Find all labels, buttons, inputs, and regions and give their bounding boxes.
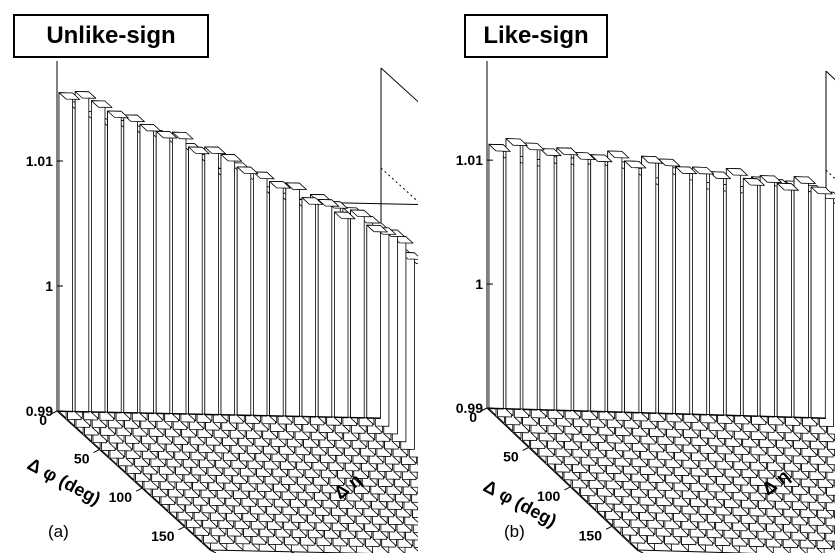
lego-bar (252, 171, 275, 423)
lego-bar (317, 199, 340, 425)
lego-bar (641, 155, 664, 421)
x-tick-label: 50 (503, 448, 519, 464)
panel-label: (b) (504, 522, 525, 541)
x-tick-label: 100 (109, 489, 133, 505)
z-tick-label: 1 (45, 278, 53, 294)
lego-bar (123, 114, 145, 420)
lego-bar (505, 138, 528, 417)
x-tick-label: 150 (151, 528, 175, 544)
lego-bar (691, 166, 715, 422)
lego-bar (74, 91, 97, 419)
lego-bar (269, 180, 291, 424)
lego-bar (759, 175, 782, 424)
x-axis-label: Δ φ (deg) (24, 454, 104, 509)
z-tick-label: 1.01 (26, 153, 53, 169)
chart-title: Unlike-sign (13, 14, 209, 58)
lego-bar (725, 167, 749, 423)
lego-bar (573, 152, 596, 419)
lego-bar (556, 147, 579, 418)
lego-bar (204, 146, 226, 422)
lego-bar (522, 142, 545, 417)
lego-bar (590, 154, 613, 419)
lego-bar (333, 211, 356, 425)
lego-bar (607, 150, 630, 420)
lego-bar (658, 158, 681, 421)
lego-bar (675, 166, 698, 422)
lego-bar (285, 182, 307, 424)
lego-bar (708, 171, 732, 423)
x-tick-label: 0 (469, 409, 477, 425)
lego-bar (810, 186, 833, 426)
lego-bar (236, 166, 259, 423)
lego-bars (488, 138, 835, 553)
lego-bar (155, 130, 178, 421)
lego-bar (776, 182, 799, 425)
lego-bar (624, 160, 647, 420)
lego-bar (301, 197, 324, 424)
x-tick-label: 50 (74, 451, 90, 467)
lego-bar (91, 100, 113, 420)
lego-bar (171, 131, 194, 422)
lego-bar (488, 143, 511, 416)
lego-bar (742, 177, 765, 424)
lego-bar (793, 176, 816, 425)
x-tick-label: 100 (537, 488, 561, 504)
x-tick-label: 150 (579, 527, 603, 543)
lego-bar (350, 209, 372, 425)
lego-bar (220, 154, 243, 423)
lego-bar (539, 148, 562, 418)
lego-bar (58, 92, 81, 419)
lego-bar (188, 146, 210, 422)
x-tick-label: 0 (39, 412, 47, 428)
lego-bar (139, 123, 162, 421)
z-tick-label: 1 (475, 276, 483, 292)
z-tick-label: 1.01 (456, 152, 483, 168)
panel-label: (a) (48, 522, 69, 541)
lego-bars (58, 91, 418, 553)
chart-title: Like-sign (464, 14, 608, 58)
lego-bar (366, 224, 388, 426)
lego-bar (107, 110, 129, 420)
z-tick-label: 0.99 (26, 403, 53, 419)
z-tick-label: 0.99 (456, 400, 483, 416)
